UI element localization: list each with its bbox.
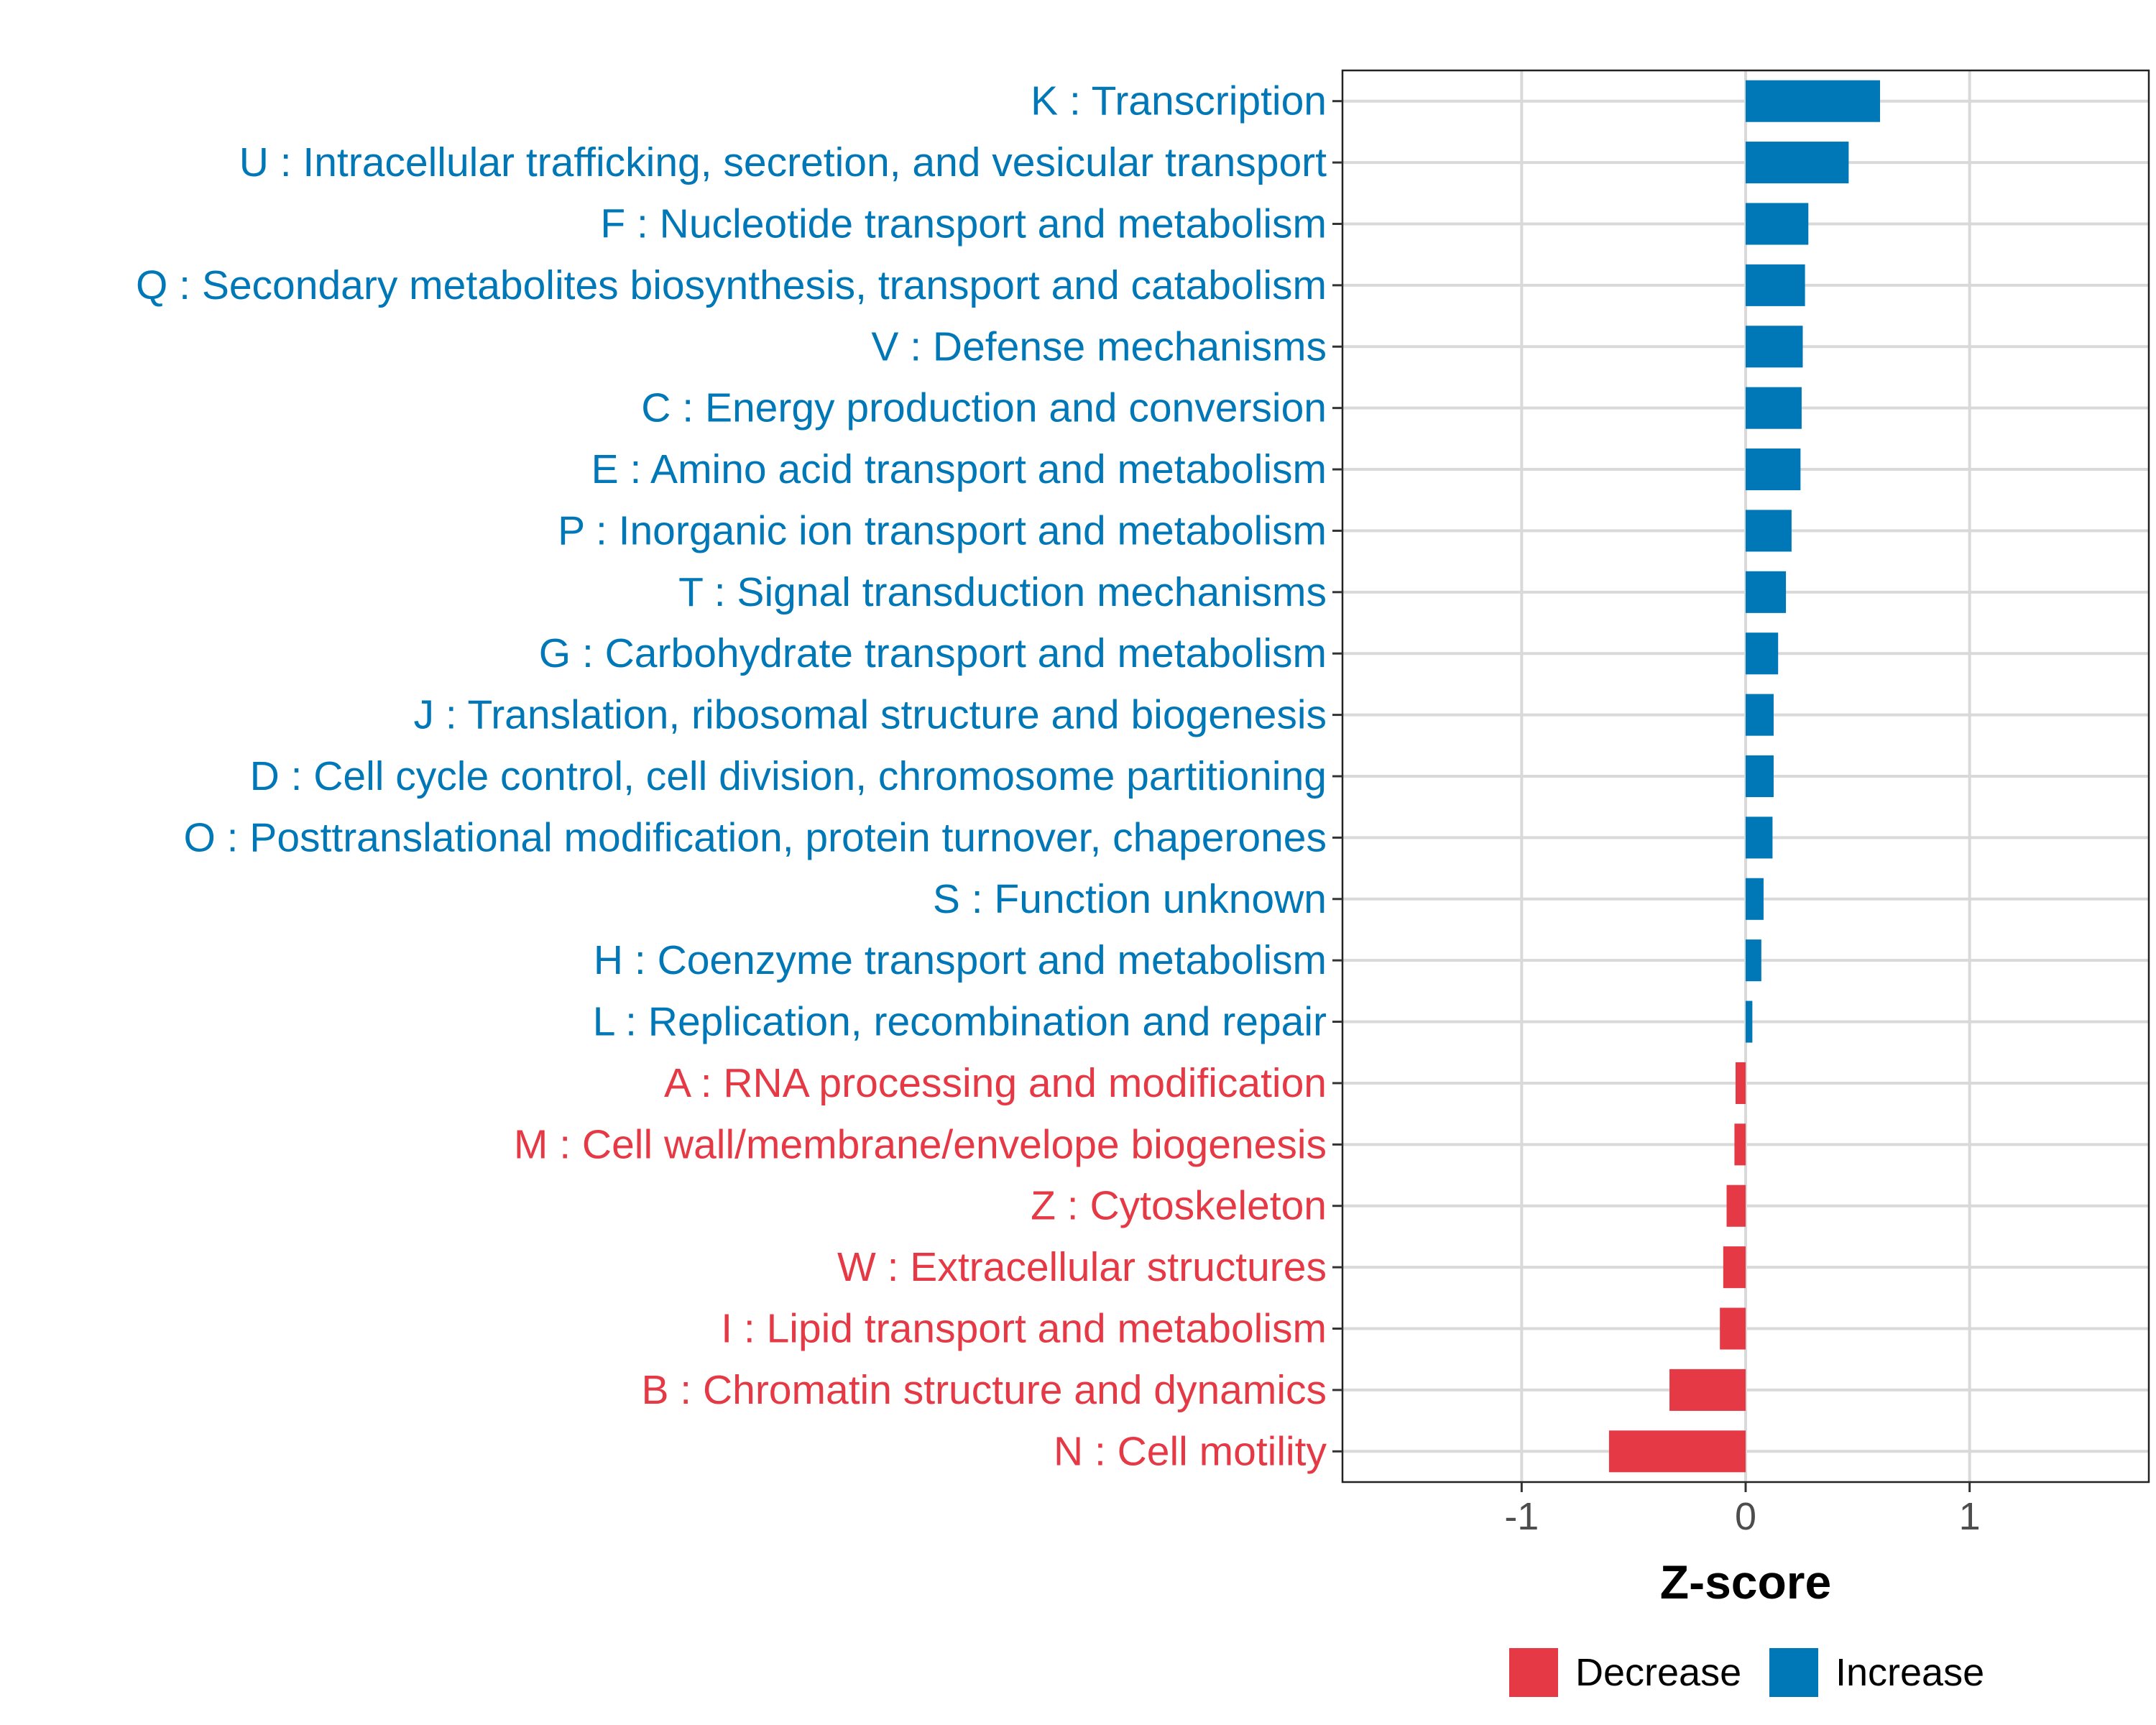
bar (1746, 939, 1761, 982)
y-tick-label: E : Amino acid transport and metabolism (591, 446, 1327, 492)
bar (1746, 694, 1774, 736)
legend-swatch-decrease (1509, 1648, 1558, 1697)
bar (1735, 1062, 1746, 1104)
bar (1608, 1430, 1746, 1473)
y-tick-label: Z : Cytoskeleton (1031, 1183, 1327, 1229)
x-tick-label: -1 (1504, 1495, 1539, 1538)
y-tick-label: H : Coenzyme transport and metabolism (594, 937, 1327, 983)
legend: Decrease Increase (1509, 1648, 1984, 1697)
y-tick-label: U : Intracellular trafficking, secretion… (239, 139, 1327, 185)
bar (1746, 571, 1787, 613)
bar (1746, 326, 1803, 368)
bar (1746, 510, 1792, 552)
y-tick-label: A : RNA processing and modification (664, 1060, 1327, 1106)
y-tick-label: L : Replication, recombination and repai… (593, 999, 1327, 1045)
bar (1746, 264, 1805, 306)
x-axis: -1 0 1 (1504, 1482, 1981, 1538)
y-tick-label: V : Defense mechanisms (871, 323, 1327, 369)
bar (1746, 203, 1809, 245)
bar (1746, 387, 1802, 429)
y-tick-label: B : Chromatin structure and dynamics (641, 1367, 1327, 1413)
y-tick-label: T : Signal transduction mechanisms (678, 569, 1327, 615)
bar (1746, 448, 1801, 491)
y-tick-label: G : Carbohydrate transport and metabolis… (539, 630, 1327, 676)
bar (1746, 878, 1764, 920)
bar (1746, 755, 1774, 798)
bars (1608, 80, 1880, 1473)
bar (1746, 816, 1773, 859)
y-axis: K : Transcription U : Intracellular traff… (136, 78, 1342, 1474)
y-tick-label: N : Cell motility (1054, 1428, 1327, 1474)
y-tick-label: Q : Secondary metabolites biosynthesis, … (136, 262, 1327, 308)
legend-swatch-increase (1769, 1648, 1818, 1697)
bar (1723, 1246, 1746, 1289)
bar (1746, 1000, 1753, 1043)
x-axis-title: Z-score (1660, 1555, 1831, 1609)
legend-label-decrease: Decrease (1575, 1651, 1741, 1694)
y-tick-label: I : Lipid transport and metabolism (721, 1306, 1327, 1352)
x-tick-label: 0 (1735, 1495, 1756, 1538)
bar (1669, 1368, 1746, 1411)
bar (1746, 142, 1849, 184)
y-tick-label: O : Posttranslational modification, prot… (183, 814, 1327, 860)
y-tick-label: S : Function unknown (933, 876, 1327, 922)
y-tick-label: P : Inorganic ion transport and metaboli… (558, 507, 1327, 553)
bar (1746, 80, 1880, 122)
bar (1720, 1307, 1746, 1350)
bar (1726, 1184, 1746, 1227)
y-tick-label: W : Extracellular structures (837, 1244, 1327, 1290)
x-tick-label: 1 (1959, 1495, 1981, 1538)
legend-label-increase: Increase (1835, 1651, 1984, 1694)
y-tick-label: K : Transcription (1031, 78, 1327, 124)
y-tick-label: J : Translation, ribosomal structure and… (414, 692, 1327, 738)
bar (1746, 632, 1779, 675)
y-tick-label: C : Energy production and conversion (641, 385, 1327, 431)
y-tick-label: M : Cell wall/membrane/envelope biogenes… (514, 1121, 1327, 1167)
bar (1734, 1123, 1746, 1166)
y-tick-label: F : Nucleotide transport and metabolism (600, 201, 1327, 247)
y-tick-label: D : Cell cycle control, cell division, c… (250, 753, 1327, 799)
